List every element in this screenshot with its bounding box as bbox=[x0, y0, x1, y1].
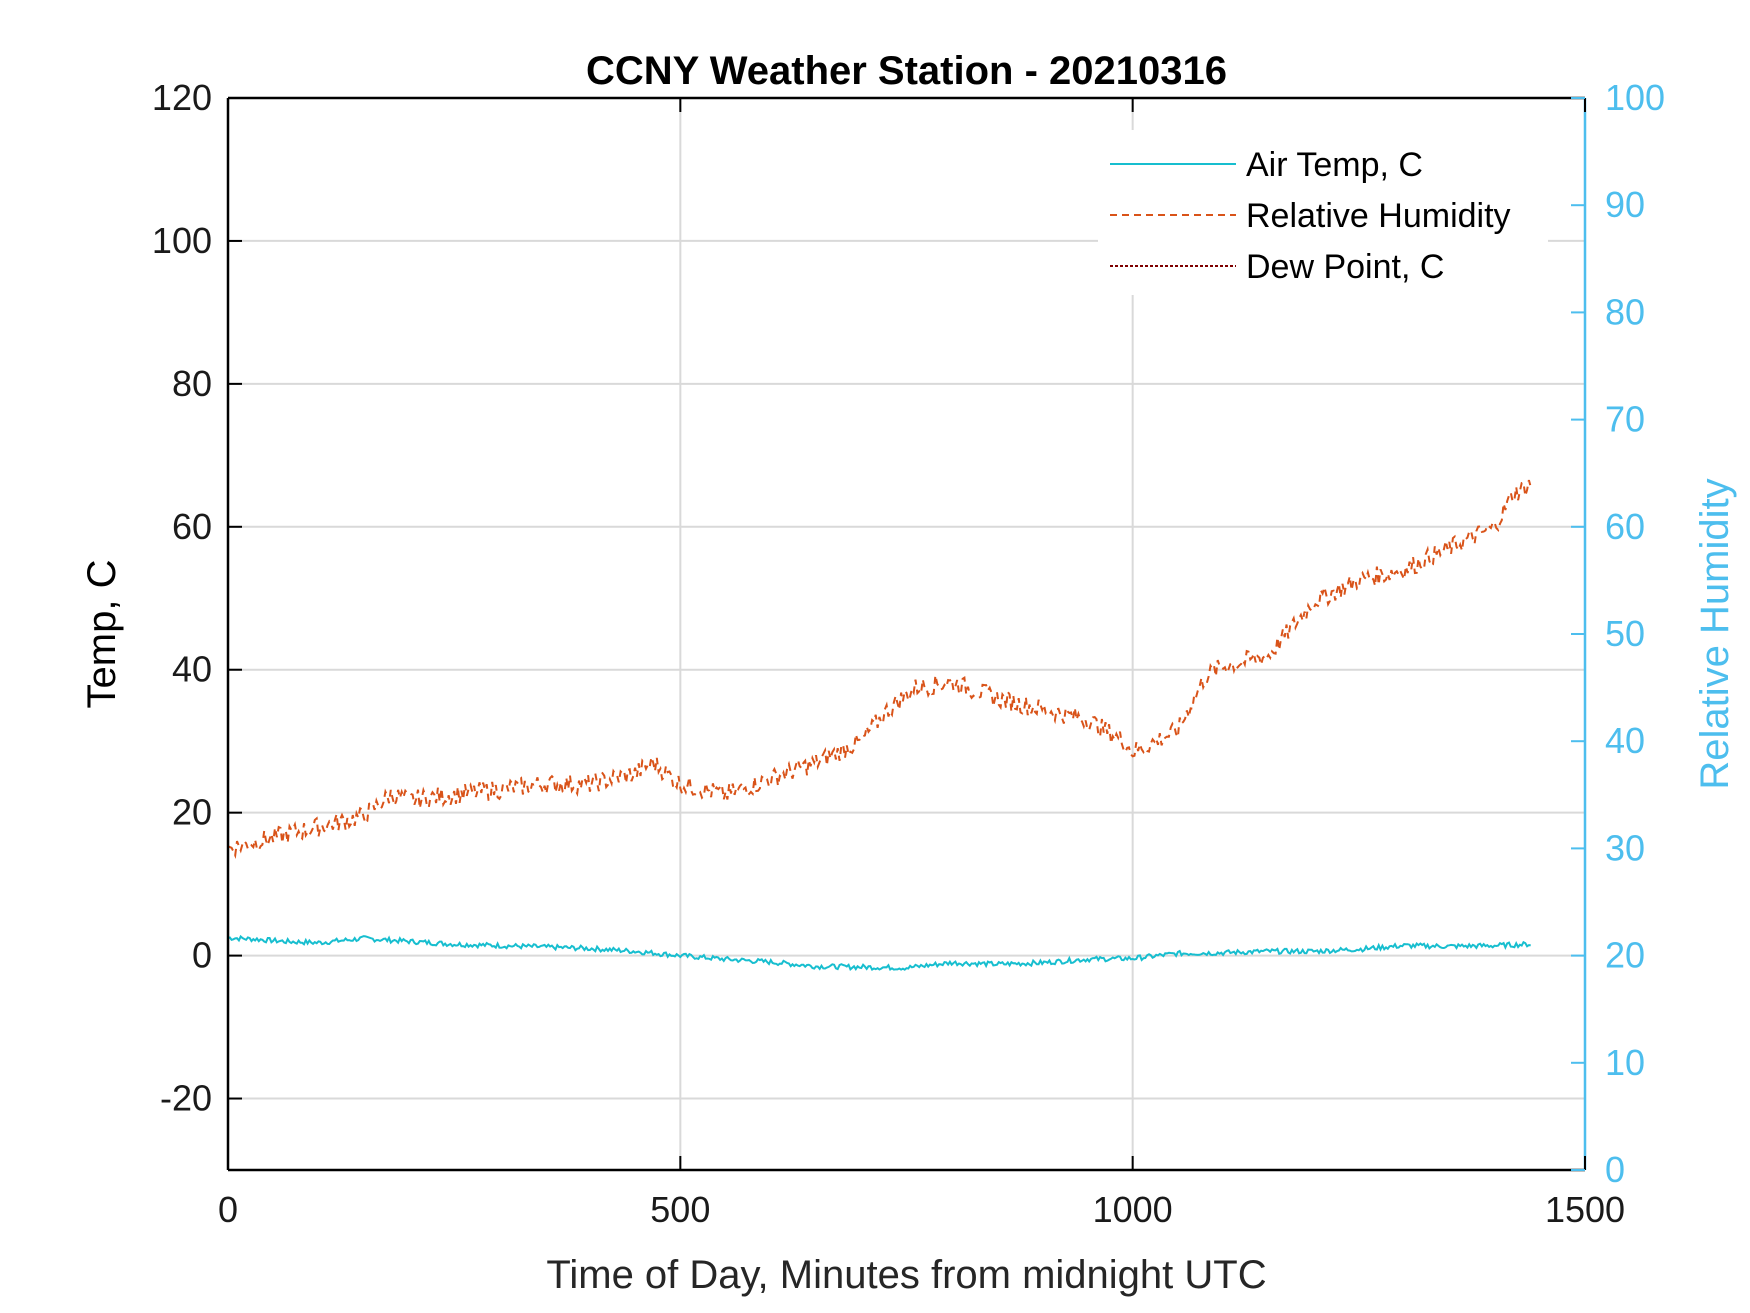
y-tick-label-right: 20 bbox=[1605, 935, 1645, 976]
y-tick-label-right: 70 bbox=[1605, 399, 1645, 440]
y-tick-label-right: 80 bbox=[1605, 291, 1645, 332]
y-tick-label-right: 100 bbox=[1605, 77, 1665, 118]
legend-background bbox=[1098, 130, 1548, 295]
x-tick-label: 1500 bbox=[1545, 1189, 1625, 1230]
legend-entry-air-temp: Air Temp, C bbox=[1246, 146, 1423, 184]
series-line-1 bbox=[227, 479, 1532, 860]
y-tick-label-right: 40 bbox=[1605, 720, 1645, 761]
y-tick-label-right: 90 bbox=[1605, 184, 1645, 225]
chart-title: CCNY Weather Station - 20210316 bbox=[586, 49, 1227, 93]
x-axis-label: Time of Day, Minutes from midnight UTC bbox=[546, 1253, 1266, 1297]
series-line-0 bbox=[227, 934, 1531, 972]
y-tick-label-right: 60 bbox=[1605, 506, 1645, 547]
y-tick-label-right: 50 bbox=[1605, 613, 1645, 654]
x-tick-label: 0 bbox=[218, 1189, 238, 1230]
y-tick-label-left: 80 bbox=[172, 363, 212, 404]
y-tick-label-right: 10 bbox=[1605, 1042, 1645, 1083]
legend: Air Temp, C Relative Humidity Dew Point,… bbox=[1098, 130, 1548, 295]
axes bbox=[226, 96, 1587, 1172]
x-tick-label: 500 bbox=[650, 1189, 710, 1230]
y-tick-label-left: 60 bbox=[172, 506, 212, 547]
y-tick-label-left: 0 bbox=[192, 935, 212, 976]
y-tick-label-left: 40 bbox=[172, 649, 212, 690]
y-axis-label-left: Temp, C bbox=[80, 560, 124, 709]
grid bbox=[228, 98, 1585, 1170]
legend-entry-relative-humidity: Relative Humidity bbox=[1246, 197, 1511, 235]
y-tick-label-left: 100 bbox=[152, 220, 212, 261]
legend-entry-dew-point: Dew Point, C bbox=[1246, 248, 1444, 286]
y-tick-label-left: 20 bbox=[172, 792, 212, 833]
y-axis-label-right: Relative Humidity bbox=[1693, 478, 1737, 789]
y-tick-label-right: 0 bbox=[1605, 1149, 1625, 1190]
y-tick-label-right: 30 bbox=[1605, 827, 1645, 868]
tick-labels: 0 500 1000 1500 -20 0 20 40 60 80 100 120 0 10 20 30 40 5… bbox=[152, 77, 1665, 1230]
series-layer bbox=[227, 479, 1532, 972]
x-tick-label: 1000 bbox=[1093, 1189, 1173, 1230]
y-tick-label-left: 120 bbox=[152, 77, 212, 118]
y-tick-label-left: -20 bbox=[160, 1078, 212, 1119]
